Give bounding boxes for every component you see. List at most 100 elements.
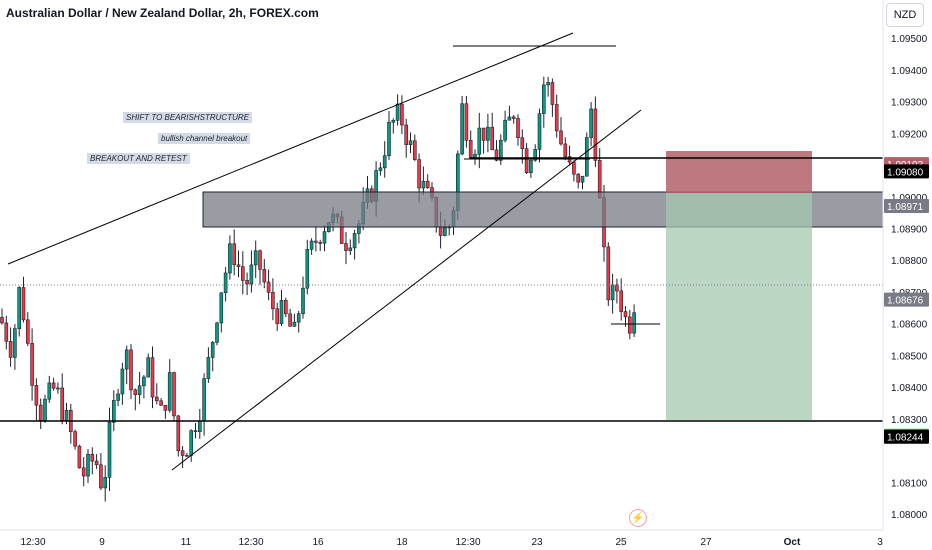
candle <box>223 266 228 302</box>
candle <box>34 378 39 421</box>
price-tick-label: 1.09400 <box>891 66 928 77</box>
candle <box>279 289 284 327</box>
candle <box>292 313 297 327</box>
price-tick-label: 1.08800 <box>891 256 928 267</box>
candle <box>47 375 52 403</box>
time-tick-label: 12:30 <box>455 537 480 548</box>
candle <box>38 398 43 430</box>
candle <box>73 429 77 450</box>
candle <box>322 225 327 252</box>
candle <box>460 95 464 156</box>
candle <box>507 105 512 121</box>
candle <box>13 324 17 370</box>
price-tick-label: 1.09200 <box>891 129 928 140</box>
candle <box>60 373 65 425</box>
candle <box>124 345 129 385</box>
candle <box>546 76 550 97</box>
candle <box>387 111 391 161</box>
candle <box>51 377 56 391</box>
candle <box>490 112 495 151</box>
channel-upper-trendline <box>7 32 574 265</box>
candle <box>193 423 198 439</box>
price-tick-label: 1.08400 <box>891 383 928 394</box>
candle <box>314 226 318 252</box>
candle <box>615 278 619 304</box>
candle <box>412 134 417 161</box>
candle <box>167 359 172 413</box>
candle <box>30 328 34 401</box>
candle <box>142 375 146 399</box>
candle <box>576 173 581 189</box>
candle <box>258 249 262 285</box>
time-tick-label: 23 <box>531 537 543 548</box>
candle <box>245 272 249 296</box>
price-label-last: 1.08676 <box>884 292 929 307</box>
time-tick-label: 25 <box>615 537 627 548</box>
candle <box>481 127 486 154</box>
price-axis[interactable] <box>882 0 932 550</box>
price-tick-label: 1.09300 <box>891 98 928 109</box>
candle <box>589 101 593 147</box>
candle <box>559 117 563 146</box>
candle <box>296 310 301 333</box>
candle <box>516 114 520 146</box>
price-label-zone: 1.08971 <box>884 198 929 213</box>
candle <box>503 110 507 143</box>
price-axis-labels: 1.091031.090801.089711.086761.082471.082… <box>884 157 929 444</box>
candle <box>69 403 73 444</box>
candle <box>554 94 559 138</box>
chart-title: Australian Dollar / New Zealand Dollar, … <box>6 6 319 20</box>
candle <box>537 108 542 163</box>
annotation-channel-breakout: bullish channel breakout <box>158 133 251 144</box>
svg-text:1.09080: 1.09080 <box>887 167 924 178</box>
candle <box>116 388 120 407</box>
candle <box>236 250 241 278</box>
candle <box>86 449 90 484</box>
price-label-level: 1.09080 <box>884 164 929 179</box>
candle <box>253 240 258 279</box>
candle <box>486 113 490 153</box>
candle <box>563 137 568 161</box>
candle <box>103 465 107 502</box>
candle <box>266 269 271 301</box>
currency-button[interactable]: NZD <box>886 3 924 27</box>
candle <box>352 229 357 260</box>
candle <box>107 407 112 492</box>
candle <box>382 141 387 178</box>
candlestick-series <box>0 76 636 502</box>
time-tick-label: Oct <box>784 537 801 548</box>
candle <box>529 157 533 178</box>
candle <box>378 162 383 176</box>
lightning-icon[interactable]: ⚡ <box>629 509 647 527</box>
candle <box>572 160 576 182</box>
candle <box>271 278 275 321</box>
time-tick-label: 12:30 <box>238 537 263 548</box>
candle <box>541 76 546 128</box>
candle <box>567 145 572 166</box>
time-tick-label: 11 <box>181 537 192 548</box>
candle <box>249 250 254 293</box>
candle <box>43 394 47 423</box>
candle <box>146 353 150 378</box>
candle <box>129 344 133 400</box>
candle <box>400 95 404 134</box>
candle <box>241 251 245 295</box>
annotation-shift-structure: SHIFT TO BEARISHSTRUCTURE <box>123 112 252 123</box>
candle <box>395 94 400 126</box>
candle <box>90 447 95 475</box>
candle <box>99 452 103 491</box>
candle <box>206 347 211 383</box>
candle <box>176 414 181 457</box>
candle <box>404 118 409 158</box>
candle <box>180 446 185 468</box>
candle <box>189 429 193 462</box>
candle <box>464 95 469 148</box>
position-target-area <box>666 193 812 420</box>
price-tick-label: 1.08000 <box>891 510 928 521</box>
candle <box>309 238 314 255</box>
candle <box>610 273 615 314</box>
candle <box>623 306 628 327</box>
candle <box>632 304 636 337</box>
candle <box>219 292 224 333</box>
